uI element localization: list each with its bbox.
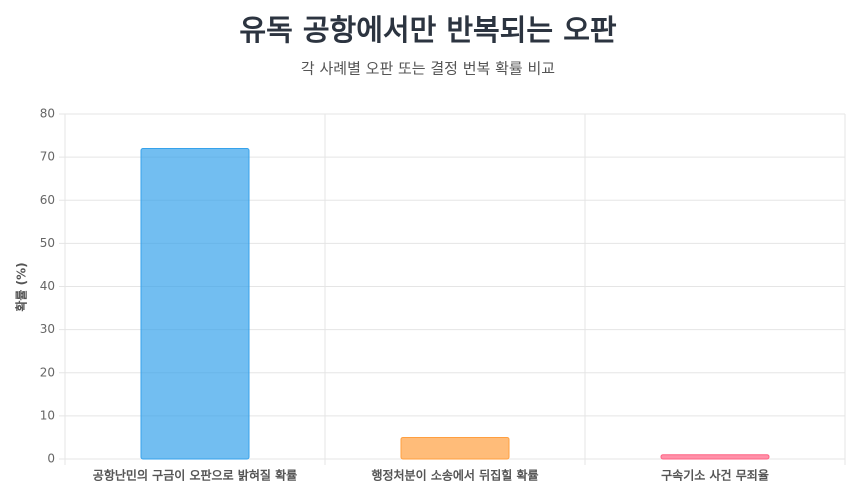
chart-title: 유독 공항에서만 반복되는 오판	[239, 13, 616, 47]
bar	[140, 148, 250, 460]
bar	[660, 454, 770, 460]
y-tick-label: 40	[40, 279, 55, 293]
y-tick-label: 10	[40, 408, 55, 422]
y-tick-label: 80	[40, 107, 55, 121]
y-tick-label: 60	[40, 193, 55, 207]
y-tick-label: 0	[47, 452, 55, 466]
x-tick-label: 공항난민의 구금이 오판으로 밝혀질 확률	[93, 468, 297, 483]
y-tick-label: 70	[40, 150, 55, 164]
y-tick-label: 50	[40, 236, 55, 250]
y-axis-label: 확률 (%)	[14, 262, 29, 311]
x-tick-label: 행정처분이 소송에서 뒤집힐 확률	[371, 468, 538, 483]
y-tick-label: 20	[40, 365, 55, 379]
bar	[400, 436, 510, 460]
x-tick-label: 구속기소 사건 무죄율	[661, 468, 769, 483]
y-tick-label: 30	[40, 322, 55, 336]
chart-subtitle: 각 사례별 오판 또는 결정 번복 확률 비교	[301, 60, 555, 78]
